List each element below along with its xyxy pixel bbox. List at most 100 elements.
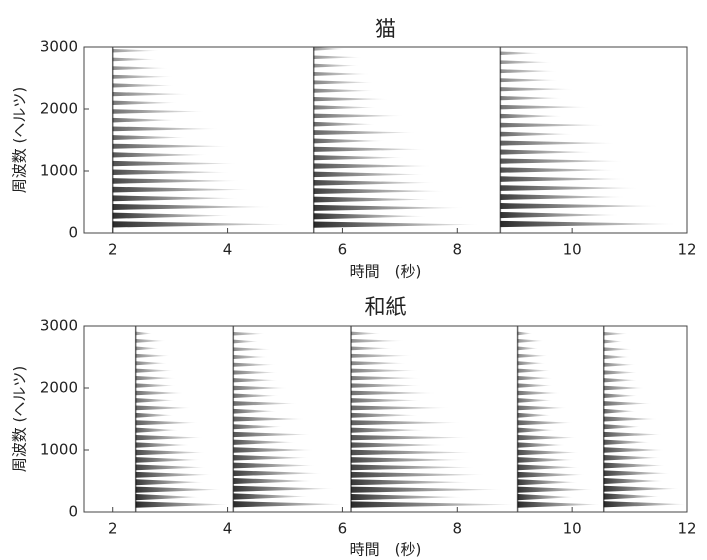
- harmonic-stripe: [500, 211, 621, 219]
- harmonic-stripe: [500, 176, 627, 182]
- chart-title: 和紙: [365, 295, 407, 319]
- harmonic-stripe: [517, 420, 573, 426]
- harmonic-stripe: [603, 393, 638, 399]
- harmonic-stripe: [112, 117, 178, 123]
- harmonic-stripe: [351, 331, 381, 336]
- harmonic-stripe: [313, 63, 360, 68]
- harmonic-stripe: [135, 457, 202, 463]
- harmonic-stripe: [112, 186, 253, 193]
- harmonic-stripe: [603, 454, 661, 461]
- harmonic-stripe: [351, 420, 462, 426]
- harmonic-stripe: [313, 105, 377, 110]
- harmonic-stripe: [517, 479, 579, 486]
- harmonic-stripe: [112, 221, 290, 228]
- x-tick-label: 4: [223, 520, 233, 538]
- harmonic-stripe: [351, 486, 504, 493]
- harmonic-stripe: [351, 398, 422, 403]
- harmonic-stripe: [112, 135, 188, 140]
- harmonic-stripe: [112, 66, 169, 70]
- harmonic-stripe: [233, 362, 276, 367]
- harmonic-stripe: [500, 69, 558, 74]
- harmonic-stripe: [233, 378, 279, 383]
- harmonic-stripe: [517, 331, 533, 336]
- harmonic-stripe: [500, 104, 590, 110]
- harmonic-stripe: [135, 383, 176, 388]
- harmonic-stripe: [517, 412, 552, 418]
- harmonic-stripe: [603, 401, 652, 406]
- harmonic-stripe: [135, 361, 168, 366]
- harmonic-stripe: [517, 427, 556, 433]
- harmonic-stripe: [112, 203, 273, 210]
- harmonic-stripe: [112, 143, 231, 149]
- harmonic-stripe: [112, 178, 241, 184]
- harmonic-stripe: [603, 347, 633, 352]
- x-tick-label: 2: [108, 520, 118, 538]
- harmonic-stripe: [233, 385, 288, 391]
- harmonic-stripe: [233, 370, 279, 375]
- harmonic-stripe: [351, 435, 470, 441]
- harmonic-stripe: [233, 339, 260, 344]
- harmonic-stripe: [112, 160, 238, 167]
- harmonic-stripe: [500, 220, 677, 228]
- harmonic-stripe: [517, 398, 553, 403]
- harmonic-stripe: [603, 416, 658, 422]
- harmonic-stripe: [517, 486, 594, 493]
- harmonic-stripe: [500, 113, 563, 119]
- harmonic-stripe: [603, 439, 651, 445]
- harmonic-stripe: [313, 188, 446, 195]
- harmonic-stripe: [233, 355, 269, 359]
- y-tick-label: 3000: [40, 38, 78, 56]
- harmonic-stripe: [603, 331, 628, 336]
- harmonic-stripe: [135, 420, 199, 426]
- x-tick-label: 12: [677, 520, 696, 538]
- harmonic-stripe: [313, 196, 433, 203]
- harmonic-stripe: [313, 138, 386, 144]
- harmonic-stripe: [233, 478, 314, 484]
- harmonic-stripe: [135, 412, 175, 418]
- x-tick-label: 12: [677, 241, 696, 259]
- harmonic-stripe: [517, 368, 552, 373]
- axes-frame: [83, 46, 688, 234]
- harmonic-stripe: [135, 339, 166, 343]
- harmonic-stripe: [313, 204, 464, 211]
- harmonic-stripe: [112, 74, 174, 79]
- harmonic-stripe: [135, 405, 192, 411]
- harmonic-stripe: [135, 331, 153, 336]
- harmonic-stripe: [313, 171, 426, 178]
- y-tick-label: 3000: [40, 317, 78, 335]
- harmonic-stripe: [603, 431, 663, 438]
- y-tick-label: 0: [68, 224, 78, 242]
- harmonic-stripe: [500, 131, 574, 137]
- harmonic-stripe: [603, 501, 687, 508]
- harmonic-stripe: [517, 405, 567, 411]
- harmonic-stripe: [351, 412, 419, 418]
- harmonic-stripe: [517, 464, 580, 471]
- harmonic-stripe: [500, 194, 626, 200]
- harmonic-stripe: [313, 47, 346, 51]
- harmonic-stripe: [233, 331, 266, 336]
- harmonic-stripe: [313, 130, 417, 135]
- harmonic-stripe: [351, 449, 475, 456]
- y-tick-label: 1000: [40, 441, 78, 459]
- y-tick-label: 0: [68, 503, 78, 521]
- harmonic-stripe: [233, 485, 335, 492]
- harmonic-stripe: [233, 501, 345, 508]
- harmonic-stripe: [135, 479, 205, 486]
- x-tick-label: 4: [223, 241, 233, 259]
- harmonic-stripe: [603, 378, 638, 383]
- harmonic-stripe: [351, 368, 419, 373]
- harmonic-stripe: [233, 454, 310, 461]
- harmonic-stripe: [517, 353, 549, 358]
- harmonic-stripe: [112, 195, 239, 202]
- harmonic-stripe: [233, 401, 298, 406]
- harmonic-stripe: [351, 471, 486, 478]
- harmonic-stripe: [603, 339, 624, 344]
- harmonic-stripe: [603, 370, 638, 375]
- y-axis-label: 周波数 (ヘルツ): [11, 87, 29, 193]
- harmonic-stripe: [517, 383, 553, 388]
- harmonic-stripe: [500, 78, 560, 83]
- y-tick-label: 1000: [40, 162, 78, 180]
- x-tick-label: 8: [453, 520, 463, 538]
- harmonic-stripe: [112, 169, 231, 175]
